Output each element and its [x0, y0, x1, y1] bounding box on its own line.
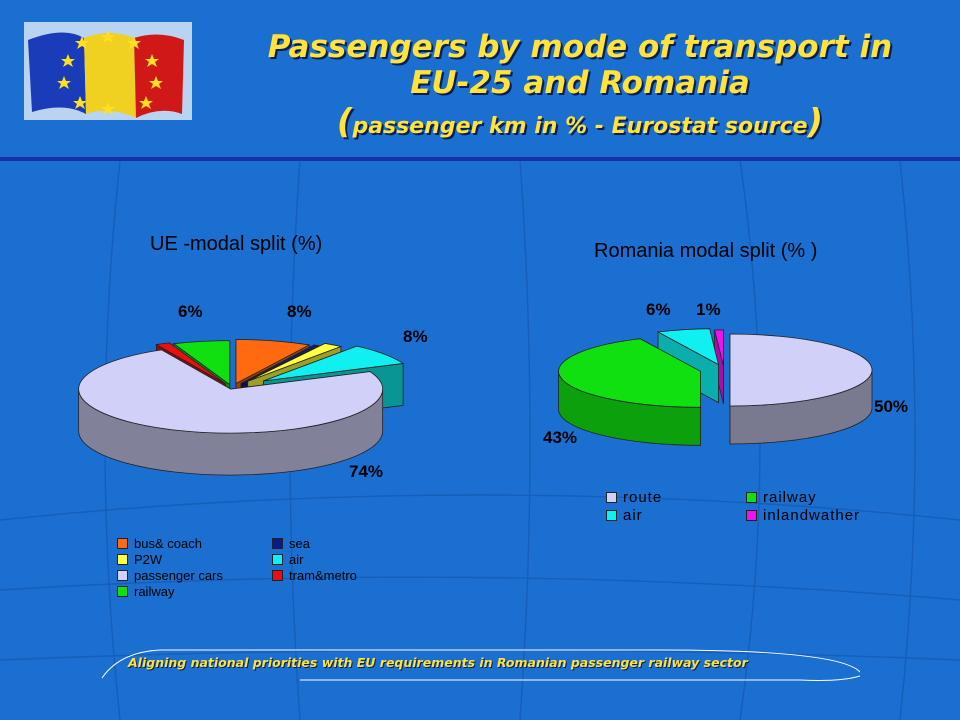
ro-slice-route: [729, 333, 873, 407]
swatch-bus-coach: [117, 537, 128, 549]
ro-slice-air: [656, 328, 720, 366]
legend-label: railway: [763, 488, 817, 506]
swatch-passenger-cars: [117, 569, 128, 581]
eu-romania-flag-logo: [24, 22, 192, 120]
footer-caption: Aligning national priorities with EU req…: [128, 655, 748, 670]
swatch-railway: [746, 491, 757, 503]
eu-label-railway: 6%: [178, 302, 203, 321]
eu-slice-p2w: [247, 343, 343, 382]
eu-slice-bus-coach: [235, 339, 311, 385]
eu-legend: bus& coach sea P2W air passenger cars tr…: [117, 535, 357, 599]
legend-label: railway: [134, 583, 175, 599]
slide-title: Passengers by mode of transport in EU-25…: [200, 29, 960, 143]
eu-legend-item-bus-coach: bus& coach: [117, 536, 272, 551]
eu-slice-sea: [240, 344, 320, 384]
eu-legend-item-p2w: P2W: [117, 552, 272, 567]
ro-slice-railway: [558, 338, 701, 408]
ro-slice-inlandwather: [714, 329, 724, 367]
swatch-railway: [117, 585, 128, 597]
ro-label-inland: 1%: [696, 300, 721, 319]
eu-legend-item-sea: sea: [272, 536, 310, 551]
swatch-sea: [272, 537, 283, 549]
legend-label: sea: [289, 535, 310, 551]
title-subtitle: passenger km in % - Eurostat source: [352, 114, 808, 140]
legend-label: P2W: [134, 551, 163, 567]
eu-slice-air: [263, 345, 405, 382]
eu-label-air: 8%: [403, 327, 428, 346]
legend-label: route: [623, 488, 663, 506]
legend-label: tram&metro: [289, 567, 357, 583]
ro-legend-item-air: air: [606, 507, 746, 524]
swatch-inland: [746, 509, 757, 521]
ro-legend-item-inland: inlandwather: [746, 507, 860, 524]
legend-label: air: [289, 551, 304, 567]
title-divider: [0, 157, 960, 161]
ro-label-air: 6%: [646, 300, 671, 319]
eu-legend-item-air: air: [272, 552, 303, 567]
ro-legend-item-railway: railway: [746, 489, 817, 506]
eu-chart-title: UE -modal split (%): [150, 233, 323, 255]
title-line-2: EU-25 and Romania: [410, 64, 750, 101]
ro-label-railway: 43%: [543, 428, 578, 447]
title-line-3: (passenger km in % - Eurostat source): [336, 102, 824, 143]
legend-label: bus& coach: [134, 535, 202, 551]
ro-legend: route railway air inlandwather: [606, 488, 860, 524]
swatch-p2w: [117, 553, 128, 565]
title-line-1: Passengers by mode of transport in: [267, 29, 893, 65]
ro-label-route: 50%: [874, 397, 909, 416]
legend-label: passenger cars: [134, 567, 223, 583]
footer-ribbon: [101, 649, 860, 681]
eu-slice-passenger-cars: [78, 349, 384, 434]
swatch-air: [606, 509, 617, 521]
eu-legend-item-railway: railway: [117, 584, 174, 599]
eu-slice-tram-metro: [155, 342, 226, 385]
eu-legend-item-tram-metro: tram&metro: [272, 568, 357, 583]
swatch-route: [606, 491, 617, 503]
eu-legend-item-passenger-cars: passenger cars: [117, 568, 272, 583]
swatch-tram-metro: [272, 569, 283, 581]
swatch-air: [272, 553, 283, 565]
eu-slice-railway: [172, 340, 231, 386]
eu-label-passenger-cars: 74%: [349, 462, 384, 481]
legend-label: inlandwather: [763, 506, 861, 524]
eu-label-bus-coach: 8%: [287, 302, 312, 321]
ro-legend-item-route: route: [606, 489, 746, 506]
ro-chart-title: Romania modal split (% ): [594, 240, 818, 262]
legend-label: air: [623, 506, 643, 524]
